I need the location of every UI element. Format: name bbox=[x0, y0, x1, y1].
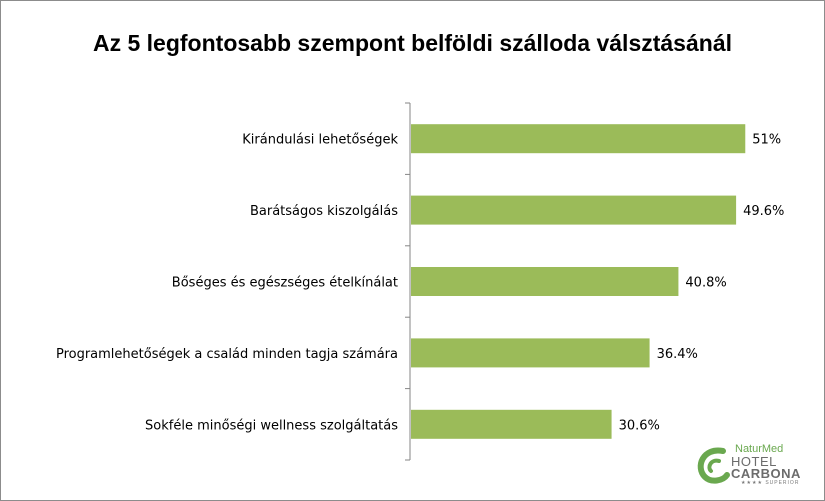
category-label: Programlehetőségek a család minden tagja… bbox=[56, 347, 398, 362]
axis-ticks bbox=[405, 102, 410, 461]
category-label: Barátságos kiszolgálás bbox=[250, 204, 398, 219]
bars-group: Kirándulási lehetőségek 51% Barátságos kis… bbox=[56, 124, 784, 439]
data-label: 40.8% bbox=[685, 276, 726, 291]
logo-hotel: HOTEL bbox=[731, 454, 777, 469]
category-label: Bőséges és egészséges ételkínálat bbox=[172, 276, 398, 291]
category-label: Kirándulási lehetőségek bbox=[242, 133, 398, 148]
data-label: 36.4% bbox=[657, 347, 698, 362]
logo-superior: ★★★★ SUPERIOR bbox=[741, 480, 800, 486]
data-label: 30.6% bbox=[619, 418, 660, 433]
logo-carbona: CARBONA bbox=[731, 466, 801, 481]
chart-title: Az 5 legfontosabb szempont belföldi szál… bbox=[92, 30, 732, 56]
bar bbox=[411, 124, 746, 154]
bar bbox=[411, 267, 679, 296]
logo-swirl-icon bbox=[697, 447, 730, 484]
bar bbox=[411, 338, 650, 368]
bar bbox=[411, 409, 612, 439]
data-label: 49.6% bbox=[743, 204, 784, 219]
data-label: 51% bbox=[752, 133, 781, 148]
hotel-logo: NaturMed HOTEL CARBONA ★★★★ SUPERIOR bbox=[693, 443, 813, 491]
bar bbox=[411, 195, 737, 225]
category-label: Sokféle minőségi wellness szolgáltatás bbox=[145, 418, 398, 433]
logo-naturmed: NaturMed bbox=[735, 443, 784, 455]
